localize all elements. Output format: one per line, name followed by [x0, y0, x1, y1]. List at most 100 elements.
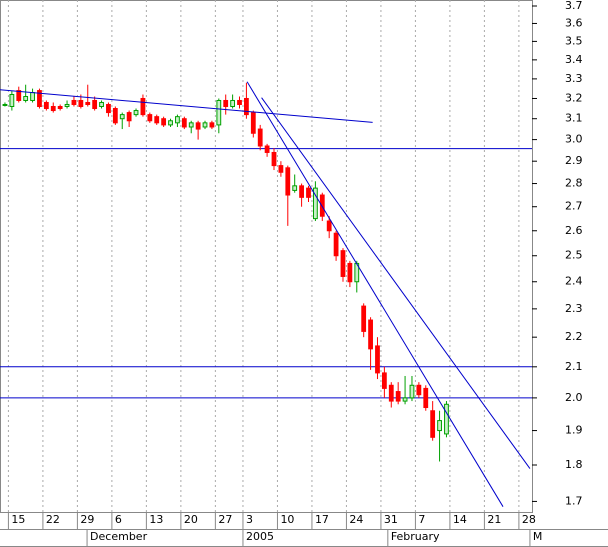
y-tick-label: 3.4 — [565, 53, 583, 66]
candle-body — [126, 112, 132, 122]
y-tick-label: 2.5 — [565, 249, 583, 262]
month-label: December — [90, 530, 148, 543]
candle-body — [264, 145, 270, 153]
candle-body — [147, 114, 153, 122]
trend-line — [0, 89, 373, 123]
x-tick-label: 20 — [184, 513, 198, 526]
candle-body — [278, 165, 284, 173]
candle-body — [106, 103, 111, 114]
candle-body — [333, 232, 339, 257]
candle-body — [209, 122, 215, 128]
y-tick-label: 2.7 — [565, 200, 583, 213]
candle-body — [23, 95, 29, 101]
candle-body — [430, 410, 436, 438]
candle-body — [181, 118, 187, 128]
candle-body — [292, 185, 298, 191]
y-tick-label: 2.9 — [565, 154, 583, 167]
y-tick-label: 1.9 — [565, 424, 583, 437]
candle-body — [30, 92, 35, 101]
month-label: 2005 — [246, 530, 274, 543]
candle-body — [306, 187, 311, 198]
y-tick-label: 3.1 — [565, 112, 583, 125]
candle-body — [381, 372, 387, 389]
x-tick-label: 3 — [246, 513, 253, 526]
candle-body — [92, 99, 98, 110]
y-tick-label: 2.4 — [565, 275, 583, 288]
x-tick-label: 15 — [11, 513, 25, 526]
candle-body — [9, 94, 15, 107]
candle-body — [37, 90, 42, 107]
candle-body — [188, 122, 194, 128]
y-tick-label: 3.0 — [565, 133, 583, 146]
candle-body — [375, 345, 380, 374]
candle-body — [423, 387, 429, 409]
candle-body — [285, 167, 291, 196]
x-tick-label: 22 — [46, 513, 60, 526]
trend-line — [246, 81, 504, 507]
y-tick-label: 2.8 — [565, 177, 583, 190]
candle-body — [361, 305, 367, 332]
trend-line — [261, 97, 531, 469]
candle-body — [237, 99, 242, 105]
candle-body — [99, 101, 104, 107]
x-tick-label: 6 — [115, 513, 122, 526]
x-tick-label: 14 — [453, 513, 467, 526]
candle-body — [168, 120, 173, 126]
candle-body — [223, 99, 229, 107]
y-tick-label: 3.5 — [565, 34, 583, 47]
candle-body — [368, 319, 373, 350]
x-tick-label: 28 — [522, 513, 536, 526]
candle-body — [444, 403, 449, 435]
candle-body — [133, 110, 139, 116]
candle-body — [244, 97, 249, 116]
candle-body — [216, 99, 222, 126]
candle-body — [78, 99, 84, 107]
candle-body — [16, 90, 22, 101]
candle-body — [299, 185, 304, 198]
candle-body — [271, 151, 277, 167]
candle-body — [312, 187, 318, 220]
y-tick-label: 3.2 — [565, 91, 583, 104]
candle-body — [230, 99, 236, 107]
candle-body — [388, 384, 394, 402]
x-tick-label: 29 — [80, 513, 94, 526]
y-tick-label: 2.0 — [565, 391, 583, 404]
y-tick-label: 1.7 — [565, 494, 583, 507]
x-tick-label: 31 — [384, 513, 398, 526]
candle-body — [195, 122, 201, 130]
y-tick-label: 2.3 — [565, 302, 583, 315]
y-tick-label: 3.3 — [565, 72, 583, 85]
candle-body — [57, 105, 63, 110]
month-label: M — [533, 530, 543, 543]
candle-body — [85, 101, 91, 105]
candle-body — [402, 397, 408, 402]
candle-body — [340, 250, 346, 277]
x-tick-label: 13 — [149, 513, 163, 526]
candle-body — [119, 114, 125, 120]
x-tick-label: 21 — [487, 513, 501, 526]
candle-body — [140, 97, 146, 116]
candle-body — [2, 103, 8, 106]
x-tick-label: 27 — [218, 513, 232, 526]
candle-body — [437, 420, 442, 432]
candle-body — [416, 384, 422, 396]
x-tick-label: 7 — [418, 513, 425, 526]
x-tick-label: 17 — [315, 513, 329, 526]
x-tick-label: 24 — [349, 513, 363, 526]
candle-body — [326, 220, 332, 232]
candle-body — [347, 262, 353, 283]
plot-frame — [0, 0, 533, 513]
y-tick-label: 1.8 — [565, 458, 583, 471]
candle-body — [319, 194, 325, 217]
candle-body — [161, 118, 167, 126]
candle-body — [71, 99, 77, 105]
candle-body — [395, 391, 401, 402]
candle-body — [250, 112, 256, 134]
candle-body — [64, 103, 70, 107]
y-tick-label: 3.6 — [565, 16, 583, 29]
candle-body — [112, 108, 118, 124]
candle-body — [43, 101, 49, 110]
x-tick-label: 10 — [280, 513, 294, 526]
